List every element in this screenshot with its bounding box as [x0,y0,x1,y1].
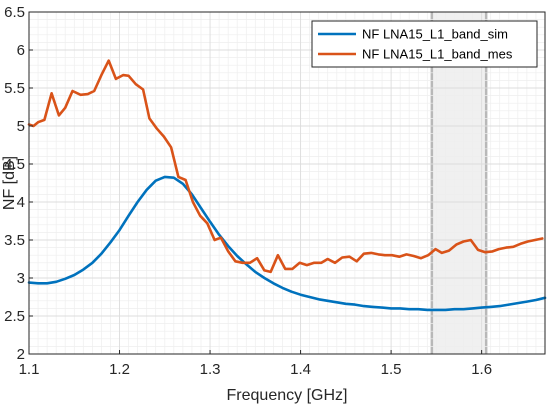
y-tick-label: 6.5 [4,4,25,21]
x-tick-label: 1.6 [471,361,492,378]
legend-box [311,20,538,68]
series-line-mes [27,59,544,274]
x-tick-label: 1.4 [290,361,311,378]
highlight-band [431,12,487,354]
legend-label-mes: NF LNA15_L1_band_mes [362,47,513,62]
y-tick-label: 5 [17,118,25,135]
highlight-band-layer [430,12,488,354]
x-tick-label: 1.2 [109,361,130,378]
legend: NF LNA15_L1_band_sim NF LNA15_L1_band_me… [311,20,538,68]
tick-layer: 1.1 1.2 1.3 1.4 1.5 1.6 2 2.5 3 3.5 4 4.5 5 5.5 6 6.5 [4,4,492,378]
plot-frame [28,11,546,355]
x-axis-label: Frequency [GHz] [227,387,348,404]
series-line-sim [27,175,547,312]
series-layer [27,59,547,312]
y-tick-label: 4.5 [4,156,25,173]
x-tick-label: 1.5 [381,361,402,378]
y-tick-label: 6 [17,42,25,59]
y-tick-label: 3.5 [4,232,25,249]
y-tick-label: 5.5 [4,80,25,97]
x-tick-label: 1.3 [200,361,221,378]
y-tick-label: 3 [17,270,25,287]
y-tick-label: 4 [17,194,25,211]
y-tick-label: 2 [17,346,25,363]
y-tick-label: 2.5 [4,308,25,325]
legend-label-sim: NF LNA15_L1_band_sim [362,27,508,42]
y-axis-label: NF [dB] [1,156,18,210]
x-tick-label: 1.1 [19,361,40,378]
